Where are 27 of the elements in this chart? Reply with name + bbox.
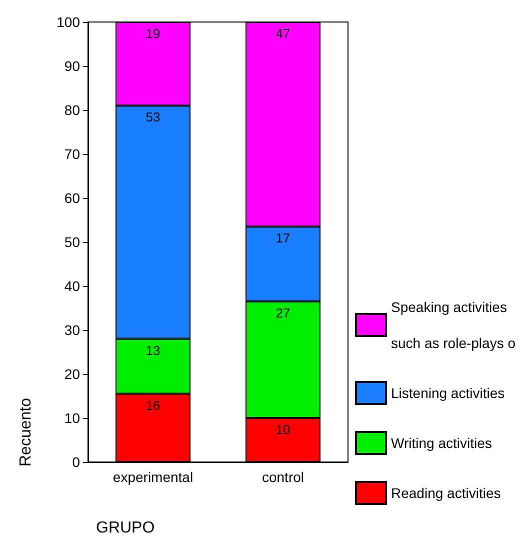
y-tick-label: 10	[64, 410, 80, 426]
y-tick-label: 90	[64, 58, 80, 74]
legend-label: Writing activities	[391, 435, 492, 451]
data-label: 47	[276, 26, 290, 41]
y-tick-label: 80	[64, 102, 80, 118]
data-label: 19	[146, 26, 160, 41]
x-tick-label: control	[262, 469, 304, 485]
data-label: 13	[146, 342, 160, 358]
legend-label: Listening activities	[391, 385, 505, 401]
y-tick-label: 0	[72, 454, 80, 470]
x-axis-title: GRUPO	[96, 520, 155, 536]
data-label: 53	[146, 110, 160, 125]
y-tick-label: 100	[56, 14, 80, 30]
data-label: 27	[276, 305, 290, 320]
data-label: 16	[146, 398, 160, 413]
legend-label: Reading activities	[391, 485, 501, 501]
y-tick-label: 70	[64, 146, 80, 162]
y-tick-label: 40	[64, 278, 80, 294]
y-tick-label: 30	[64, 322, 80, 338]
data-label: 10	[276, 422, 290, 437]
data-label: 17	[276, 230, 290, 246]
y-tick-label: 50	[64, 234, 80, 250]
x-tick-label: experimental	[112, 469, 194, 485]
y-tick-label: 20	[64, 366, 80, 382]
y-axis-title: Recuento	[18, 398, 34, 466]
text: Speaking activities such as role-plays o	[391, 299, 516, 351]
y-tick-label: 60	[64, 190, 80, 206]
